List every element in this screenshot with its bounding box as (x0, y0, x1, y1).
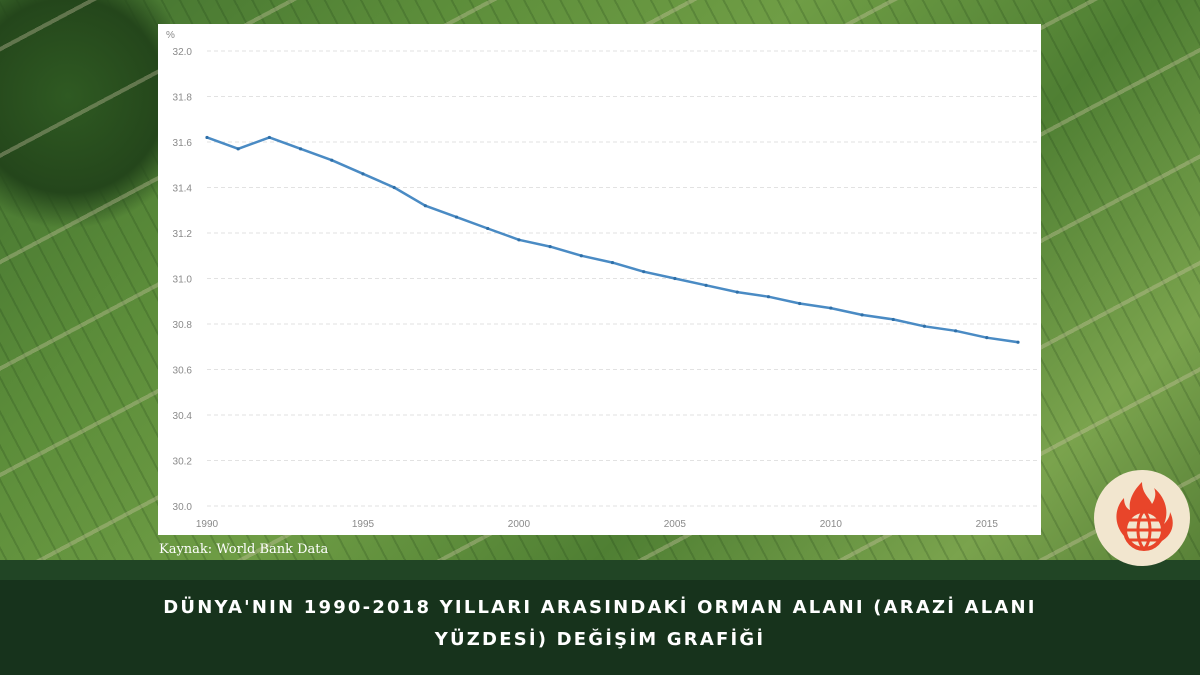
data-point (423, 204, 427, 208)
data-point (610, 260, 615, 265)
x-tick-label: 1990 (196, 519, 219, 530)
data-point (298, 147, 303, 151)
y-tick-label: 31.8 (173, 93, 193, 104)
y-tick-label: 30.0 (173, 502, 193, 513)
data-point (704, 283, 708, 287)
series-line (206, 136, 1019, 344)
data-point (860, 313, 864, 317)
y-tick-label: 30.8 (173, 320, 193, 331)
data-point (205, 135, 209, 140)
data-point (267, 135, 271, 140)
y-unit-label: % (166, 30, 175, 41)
flaming-globe-logo-icon (1094, 470, 1190, 566)
data-point (829, 306, 833, 310)
data-point (486, 226, 490, 231)
data-point (673, 276, 677, 281)
data-point (517, 238, 521, 242)
source-text: Kaynak: World Bank Data (159, 542, 329, 557)
data-point (579, 254, 583, 258)
forest-area-line-chart: % 30.0 30.2 30.4 30.6 30.8 31.0 31.2 31.4 31.6 31.… (166, 30, 1038, 530)
chart-card: % 30.0 30.2 30.4 30.6 30.8 31.0 31.2 31.4 31.6 31.… (158, 24, 1041, 535)
y-tick-label: 31.4 (173, 184, 193, 195)
caption-line-1: DÜNYA'NIN 1990-2018 YILLARI ARASINDAKİ O… (163, 597, 1037, 618)
data-point (922, 324, 927, 328)
x-tick-label: 1995 (352, 519, 375, 530)
caption-title: DÜNYA'NIN 1990-2018 YILLARI ARASINDAKİ O… (100, 592, 1100, 656)
data-point (891, 317, 895, 322)
data-point (1016, 340, 1020, 344)
data-point (766, 295, 771, 299)
data-point (392, 185, 396, 190)
y-tick-label: 31.0 (173, 275, 193, 286)
data-point (236, 147, 240, 151)
x-tick-label: 2000 (508, 519, 531, 530)
x-tick-label: 2015 (976, 519, 999, 530)
data-point (361, 172, 365, 176)
footer-top-bar (0, 560, 1200, 580)
data-point (642, 270, 646, 274)
data-point (954, 329, 958, 333)
data-point (454, 215, 459, 219)
y-tick-label: 31.2 (173, 229, 193, 240)
y-tick-label: 31.6 (173, 138, 193, 149)
data-point (735, 290, 739, 294)
caption-line-2: YÜZDESİ) DEĞİŞİM GRAFİĞİ (434, 629, 766, 650)
data-point (985, 336, 989, 340)
y-tick-label: 30.2 (173, 457, 193, 468)
data-point (330, 158, 334, 162)
y-tick-label: 30.4 (173, 411, 193, 422)
x-tick-label: 2005 (664, 519, 687, 530)
data-point (798, 301, 802, 306)
footer-banner (0, 560, 1200, 675)
tree-cluster (0, 0, 170, 240)
data-point (548, 245, 552, 249)
y-tick-label: 30.6 (173, 366, 193, 377)
x-tick-label: 2010 (820, 519, 843, 530)
y-tick-label: 32.0 (173, 47, 193, 58)
